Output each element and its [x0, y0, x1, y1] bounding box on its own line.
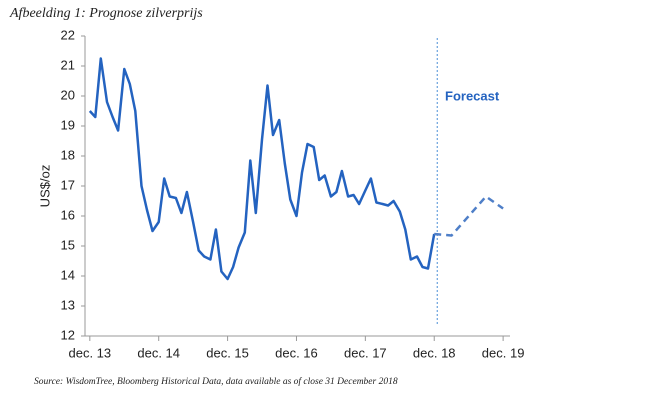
y-tick-label: 12 [61, 327, 75, 342]
forecast-line [434, 195, 504, 237]
y-tick-label: 15 [61, 237, 75, 252]
y-tick-label: 20 [61, 87, 75, 102]
chart-title: Afbeelding 1: Prognose zilverprijs [9, 6, 203, 21]
x-tick-label: dec. 19 [482, 345, 525, 360]
y-tick-label: 19 [61, 117, 75, 132]
y-tick-label: 14 [61, 267, 75, 282]
y-tick-label: 22 [61, 27, 75, 42]
y-tick-label: 18 [61, 147, 75, 162]
x-tick-label: dec. 14 [137, 345, 180, 360]
x-tick-label: dec. 15 [206, 345, 249, 360]
y-tick-label: 16 [61, 207, 75, 222]
y-axis-label: US$/oz [37, 165, 52, 208]
y-tick-label: 13 [61, 297, 75, 312]
y-tick-label: 21 [61, 57, 75, 72]
x-tick-label: dec. 17 [344, 345, 387, 360]
x-tick-label: dec. 18 [413, 345, 456, 360]
x-tick-label: dec. 16 [275, 345, 318, 360]
source-note: Source: WisdomTree, Bloomberg Historical… [34, 376, 398, 387]
price-line [88, 57, 436, 281]
x-tick-label: dec. 13 [68, 345, 111, 360]
y-tick-label: 17 [61, 177, 75, 192]
forecast-label: Forecast [445, 88, 500, 103]
